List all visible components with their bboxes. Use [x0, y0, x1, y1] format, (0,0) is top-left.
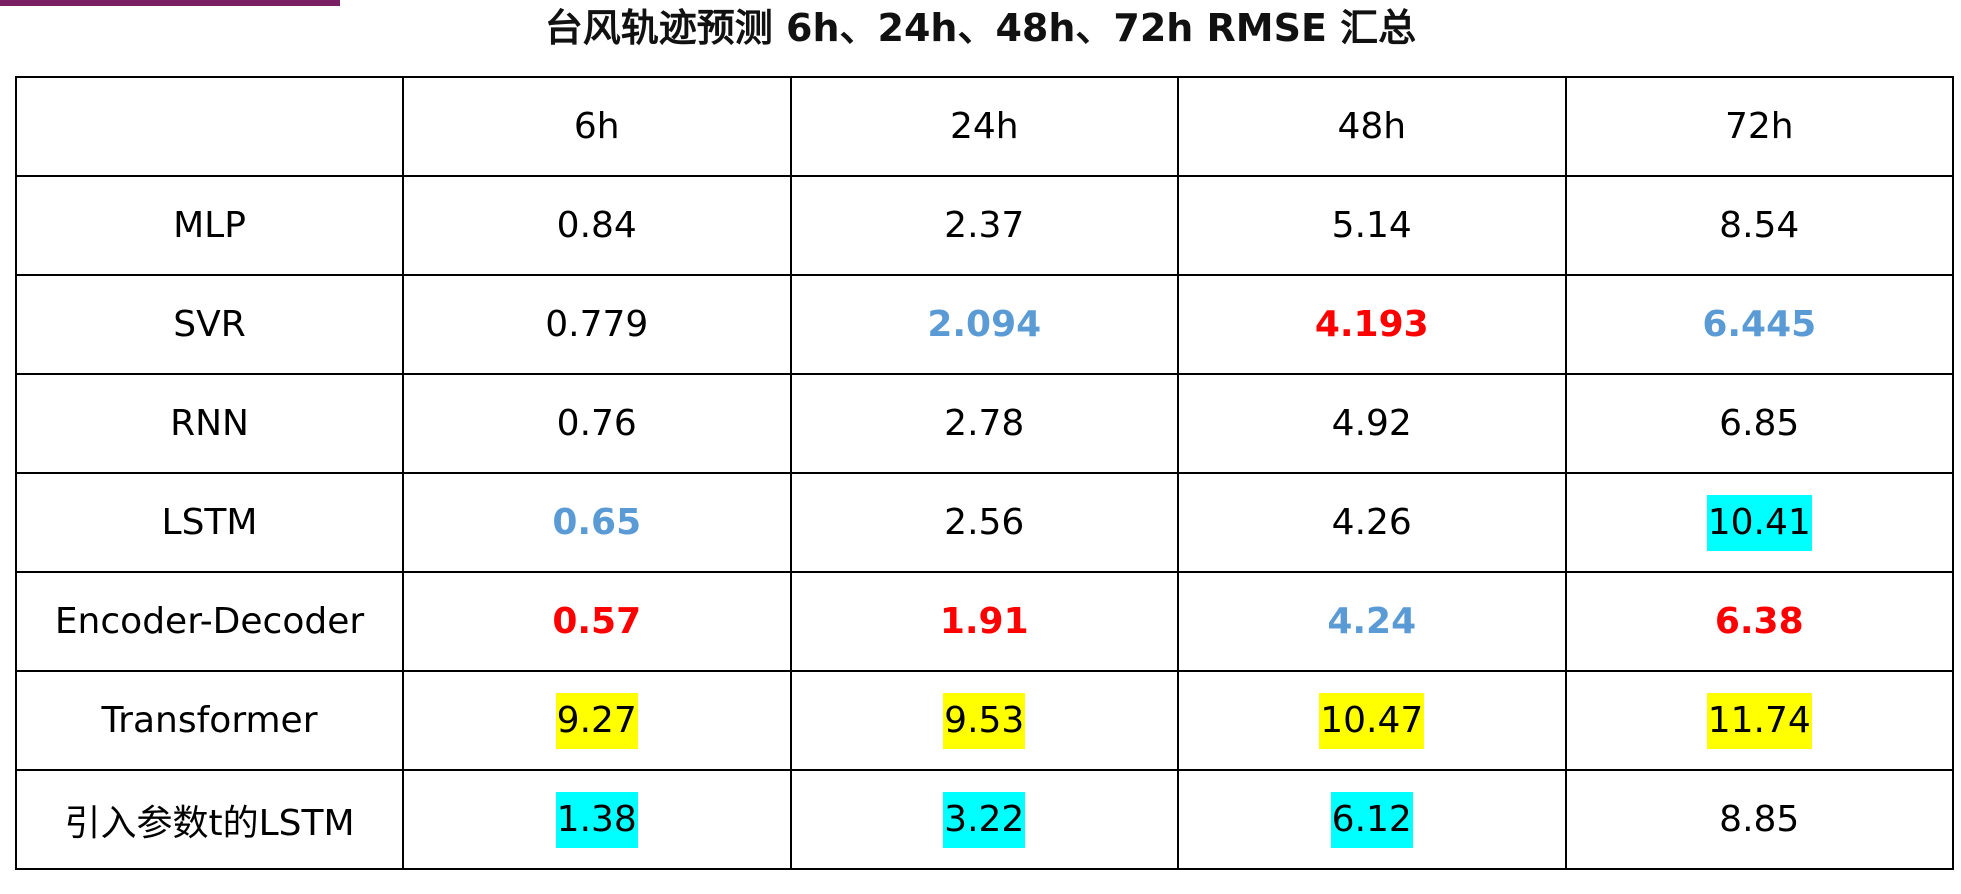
table-cell: 1.38 [402, 769, 792, 870]
table-cell: 0.65 [402, 472, 792, 573]
cell-value: 5.14 [1331, 204, 1412, 246]
table-cell: 5.14 [1177, 175, 1567, 276]
cell-value: 0.65 [552, 501, 642, 543]
table-header-row: 6h 24h 48h 72h [15, 76, 1954, 177]
cell-value: 2.37 [944, 204, 1025, 246]
table-cell: 0.84 [402, 175, 792, 276]
table-cell: 6.85 [1564, 373, 1954, 474]
table-cell: 2.78 [789, 373, 1179, 474]
column-header-48h: 48h [1177, 76, 1567, 177]
table-cell: 10.47 [1177, 670, 1567, 771]
cell-value: 2.094 [927, 303, 1042, 345]
table-cell: 0.76 [402, 373, 792, 474]
cell-value: 10.41 [1706, 494, 1812, 551]
cell-value: 3.22 [943, 791, 1026, 848]
cell-value: 10.47 [1319, 692, 1425, 749]
table-cell: 9.27 [402, 670, 792, 771]
rmse-table: 6h 24h 48h 72h MLP 0.84 2.37 5.14 8.54 SVR 0.7… [15, 76, 1954, 870]
table-cell: 8.85 [1564, 769, 1954, 870]
table-row-mlp: MLP 0.84 2.37 5.14 8.54 [15, 175, 1954, 276]
table-row-transformer: Transformer 9.27 9.53 10.47 11.74 [15, 670, 1954, 771]
table-cell: 9.53 [789, 670, 1179, 771]
table-corner-cell [15, 76, 404, 177]
table-cell: 1.91 [789, 571, 1179, 672]
cell-value: 9.27 [555, 692, 638, 749]
cell-value: 9.53 [943, 692, 1026, 749]
cell-value: 6.85 [1719, 402, 1800, 444]
table-cell: 4.92 [1177, 373, 1567, 474]
table-cell: 6.445 [1564, 274, 1954, 375]
row-label: LSTM [15, 472, 404, 573]
rmse-table-body: 6h 24h 48h 72h MLP 0.84 2.37 5.14 8.54 SVR 0.7… [15, 76, 1954, 870]
table-cell: 6.38 [1564, 571, 1954, 672]
cell-value: 0.57 [552, 600, 642, 642]
cell-value: 1.91 [939, 600, 1029, 642]
column-header-6h: 6h [402, 76, 792, 177]
cell-value: 2.78 [944, 402, 1025, 444]
table-cell: 0.57 [402, 571, 792, 672]
row-label: 引入参数t的LSTM [15, 769, 404, 870]
cell-value: 0.84 [556, 204, 637, 246]
row-label: MLP [15, 175, 404, 276]
row-label: Transformer [15, 670, 404, 771]
cell-value: 6.12 [1330, 791, 1413, 848]
table-cell: 4.26 [1177, 472, 1567, 573]
row-label: SVR [15, 274, 404, 375]
table-cell: 8.54 [1564, 175, 1954, 276]
row-label: RNN [15, 373, 404, 474]
table-row-lstm: LSTM 0.65 2.56 4.26 10.41 [15, 472, 1954, 573]
table-cell: 6.12 [1177, 769, 1567, 870]
page-title: 台风轨迹预测 6h、24h、48h、72h RMSE 汇总 [544, 6, 1417, 50]
table-row-svr: SVR 0.779 2.094 4.193 6.445 [15, 274, 1954, 375]
table-cell: 3.22 [789, 769, 1179, 870]
cell-value: 11.74 [1706, 692, 1812, 749]
cell-value: 4.24 [1327, 600, 1417, 642]
cell-value: 4.92 [1331, 402, 1412, 444]
table-cell: 2.56 [789, 472, 1179, 573]
cell-value: 0.76 [556, 402, 637, 444]
table-row-lstm-with-t: 引入参数t的LSTM 1.38 3.22 6.12 8.85 [15, 769, 1954, 870]
table-cell: 4.24 [1177, 571, 1567, 672]
column-header-72h: 72h [1564, 76, 1954, 177]
cell-value: 6.38 [1714, 600, 1804, 642]
table-row-encoder-decoder: Encoder-Decoder 0.57 1.91 4.24 6.38 [15, 571, 1954, 672]
table-row-rnn: RNN 0.76 2.78 4.92 6.85 [15, 373, 1954, 474]
cell-value: 0.779 [545, 303, 649, 345]
cell-value: 1.38 [555, 791, 638, 848]
table-cell: 2.094 [789, 274, 1179, 375]
cell-value: 4.26 [1331, 501, 1412, 543]
table-cell: 11.74 [1564, 670, 1954, 771]
cell-value: 8.54 [1719, 204, 1800, 246]
table-cell: 4.193 [1177, 274, 1567, 375]
cell-value: 6.445 [1702, 303, 1817, 345]
top-accent-bar [0, 0, 340, 6]
cell-value: 8.85 [1719, 798, 1800, 840]
table-cell: 10.41 [1564, 472, 1954, 573]
table-cell: 2.37 [789, 175, 1179, 276]
cell-value: 2.56 [944, 501, 1025, 543]
row-label: Encoder-Decoder [15, 571, 404, 672]
column-header-24h: 24h [789, 76, 1179, 177]
table-cell: 0.779 [402, 274, 792, 375]
cell-value: 4.193 [1314, 303, 1429, 345]
